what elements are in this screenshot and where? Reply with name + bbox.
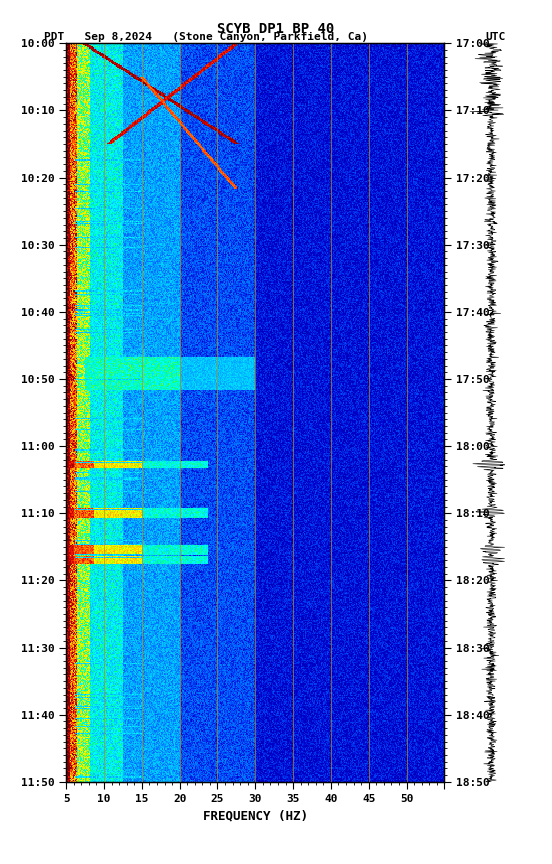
Text: PDT   Sep 8,2024   (Stone Canyon, Parkfield, Ca): PDT Sep 8,2024 (Stone Canyon, Parkfield,… bbox=[44, 32, 368, 42]
X-axis label: FREQUENCY (HZ): FREQUENCY (HZ) bbox=[203, 810, 308, 823]
Text: SCYB DP1 BP 40: SCYB DP1 BP 40 bbox=[217, 22, 335, 35]
Text: UTC: UTC bbox=[486, 32, 506, 42]
